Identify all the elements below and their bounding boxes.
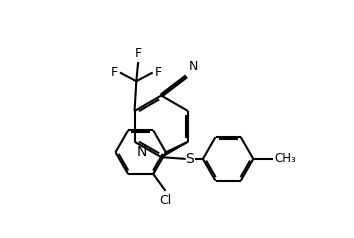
Text: CH₃: CH₃ [274, 152, 296, 165]
Text: S: S [185, 152, 194, 166]
Text: F: F [155, 66, 162, 79]
Text: Cl: Cl [159, 194, 172, 207]
Text: F: F [111, 66, 118, 79]
Text: N: N [136, 145, 147, 159]
Text: N: N [189, 60, 198, 73]
Text: F: F [135, 47, 142, 60]
